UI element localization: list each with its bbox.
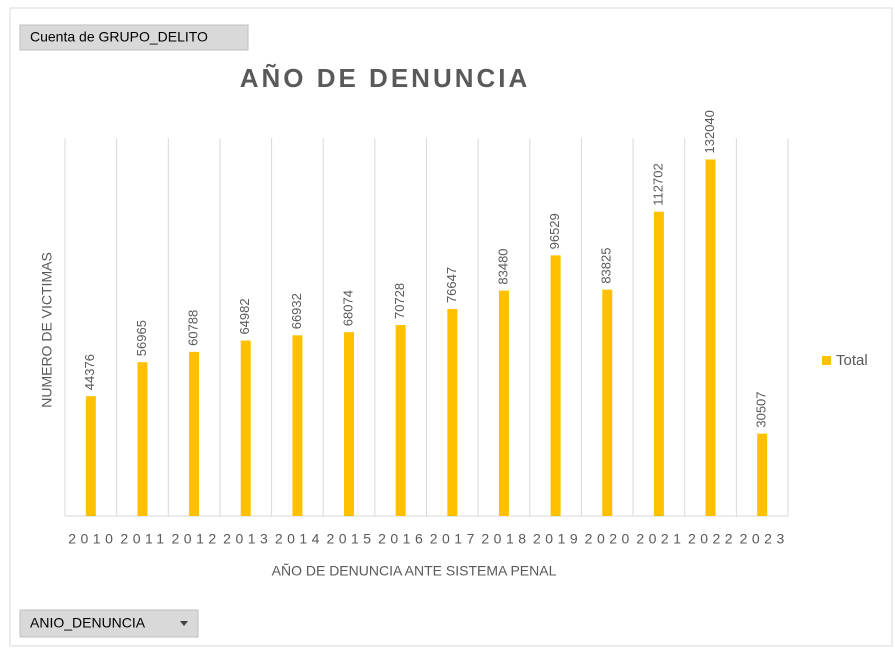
x-tick-label: 2023 [740, 531, 789, 547]
data-label: 132040 [702, 110, 717, 153]
data-label: 96529 [547, 213, 562, 249]
bar [240, 340, 251, 516]
bar [85, 396, 96, 516]
bar [705, 159, 716, 516]
axis-field-button[interactable] [19, 609, 199, 638]
x-tick-label: 2014 [275, 531, 324, 547]
x-tick-label: 2015 [326, 531, 375, 547]
x-tick-label: 2013 [223, 531, 272, 547]
x-tick-label: 2011 [120, 531, 168, 547]
value-field-button[interactable] [19, 24, 249, 51]
data-label: 66932 [289, 293, 304, 329]
bar [189, 351, 200, 516]
data-label: 56965 [134, 320, 149, 356]
x-tick-label: 2019 [533, 531, 582, 547]
bar [395, 325, 406, 516]
data-label: 70728 [392, 283, 407, 319]
bar [137, 362, 148, 516]
axis-field-label: ANIO_DENUNCIA [30, 615, 146, 631]
bar [344, 332, 355, 516]
data-label: 112702 [650, 163, 665, 205]
x-tick-label: 2017 [430, 531, 479, 547]
data-label: 60788 [186, 310, 201, 346]
data-label: 44376 [82, 354, 97, 390]
x-tick-label: 2012 [172, 531, 221, 547]
bar [550, 255, 561, 516]
x-axis-title: AÑO DE DENUNCIA ANTE SISTEMA PENAL [272, 563, 557, 579]
bar [653, 211, 664, 517]
bar [602, 289, 613, 516]
legend-label: Total [836, 352, 868, 369]
data-label: 64982 [237, 298, 252, 334]
data-label: 83825 [599, 248, 614, 284]
bar [292, 335, 303, 516]
data-label: 76647 [444, 267, 459, 303]
x-tick-label: 2021 [636, 531, 685, 547]
x-tick-label: 2010 [68, 531, 117, 547]
bar [447, 309, 458, 516]
data-label: 30507 [754, 391, 769, 427]
y-axis-title: NUMERO DE VICTIMAS [39, 252, 55, 408]
chart-title: AÑO DE DENUNCIA [240, 63, 531, 93]
x-tick-label: 2022 [688, 531, 737, 547]
data-label: 83480 [495, 248, 510, 284]
legend-swatch [822, 356, 831, 365]
data-label: 68074 [340, 290, 355, 326]
bar [498, 290, 509, 516]
value-field-label: Cuenta de GRUPO_DELITO [30, 29, 208, 45]
x-tick-label: 2016 [378, 531, 427, 547]
bar [757, 433, 768, 516]
dropdown-arrow[interactable] [180, 621, 188, 626]
x-tick-label: 2020 [585, 531, 634, 547]
x-tick-label: 2018 [481, 531, 530, 547]
